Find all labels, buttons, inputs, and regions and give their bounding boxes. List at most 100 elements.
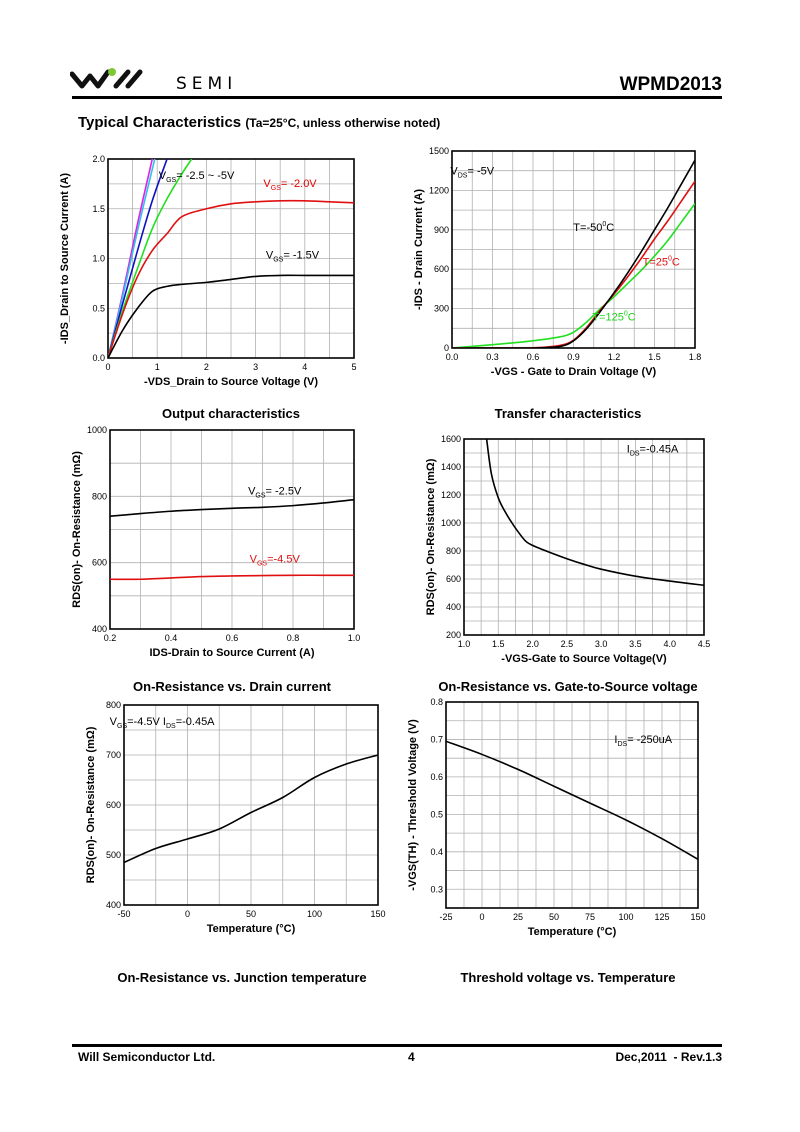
x-tick-label: 2.5 <box>561 639 574 649</box>
y-tick-label: 700 <box>106 750 121 760</box>
annotation-rest: C <box>672 256 680 268</box>
x-tick-label: 150 <box>370 909 385 919</box>
x-tick-label: 1.5 <box>648 352 661 362</box>
caption-output-characteristics: Output characteristics <box>162 406 300 421</box>
annotation-rest: C <box>628 311 636 323</box>
chart-c2: 0.0 0.3 0.6 0.9 1.2 1.5 1.8 0 300 600 900 1200 1500 -… <box>413 146 701 378</box>
annotation-rest: = -1.5V <box>283 250 319 262</box>
x-tick-label: 50 <box>549 912 559 922</box>
series-line <box>452 159 695 348</box>
y-tick-label: 800 <box>106 700 121 710</box>
annotation-rest: =-4.5V I <box>127 716 166 728</box>
y-tick-label: 1600 <box>441 434 461 444</box>
annotation-main: I <box>627 443 630 455</box>
y-tick-label: 0.6 <box>430 772 443 782</box>
chart-c4: 1.0 1.5 2.0 2.5 3.0 3.5 4.0 4.5 200 400 600 800 1000… <box>425 434 710 665</box>
x-tick-label: -50 <box>117 909 130 919</box>
x-tick-label: 75 <box>585 912 595 922</box>
y-tick-label: 1000 <box>441 518 461 528</box>
annotation-sub: GS <box>117 723 127 730</box>
caption-on-resistance-vs-vgs: On-Resistance vs. Gate-to-Source voltage <box>438 679 698 694</box>
annotation-sub: GS <box>166 177 176 184</box>
x-axis-label: -VGS-Gate to Source Voltage(V) <box>501 653 667 665</box>
y-tick-label: 800 <box>92 491 107 501</box>
annotation-sub: DS <box>166 723 176 730</box>
annotation-main: V <box>263 178 271 190</box>
chart-c6: -25 0 25 50 75 100 125 150 0.3 0.4 0.5 0.6 0.7 0.8 Tem… <box>407 697 706 938</box>
annotation-main: V <box>248 486 256 498</box>
annotation-rest: =-4.5V <box>267 554 300 566</box>
series-line <box>110 574 354 581</box>
y-tick-label: 800 <box>446 546 461 556</box>
y-tick-label: 400 <box>92 624 107 634</box>
x-axis-label: Temperature (°C) <box>528 926 617 938</box>
x-tick-label: 5 <box>351 362 356 372</box>
y-tick-label: 0.0 <box>92 353 105 363</box>
y-tick-label: 600 <box>106 800 121 810</box>
x-tick-label: 3 <box>253 362 258 372</box>
annotation-label: VGS=-4.5V <box>250 554 301 568</box>
x-tick-label: 3.0 <box>595 639 608 649</box>
y-tick-label: 400 <box>446 602 461 612</box>
annotation-main: V <box>110 716 118 728</box>
x-tick-label: 0.6 <box>527 352 540 362</box>
series-line <box>108 159 193 358</box>
y-tick-label: 1.5 <box>92 204 105 214</box>
annotation-label: IDS= -250uA <box>614 734 672 748</box>
annotation-rest: = -250uA <box>627 734 673 746</box>
x-tick-label: 0 <box>105 362 110 372</box>
annotation-main: T=-50 <box>573 222 602 234</box>
y-tick-label: 1200 <box>441 490 461 500</box>
x-tick-label: -25 <box>439 912 452 922</box>
x-tick-label: 125 <box>654 912 669 922</box>
y-tick-label: 0.4 <box>430 847 443 857</box>
annotation-label: VGS= -1.5V <box>266 250 320 264</box>
x-tick-label: 25 <box>513 912 523 922</box>
x-tick-label: 100 <box>618 912 633 922</box>
series-line <box>446 740 698 861</box>
y-tick-label: 0.3 <box>430 884 443 894</box>
annotation-label: VGS= -2.5 ~ -5V <box>159 170 235 184</box>
annotation-sub: GS <box>255 493 265 500</box>
x-tick-label: 2 <box>204 362 209 372</box>
annotation-rest: = -2.5V <box>266 486 302 498</box>
annotation-label: T=1250C <box>592 310 635 323</box>
footer-page-number: 4 <box>408 1050 415 1064</box>
annotation-sup: 0 <box>602 221 606 228</box>
y-tick-label: 1400 <box>441 462 461 472</box>
y-tick-label: 1200 <box>429 185 449 195</box>
y-tick-label: 2.0 <box>92 154 105 164</box>
series-line <box>110 498 354 518</box>
caption-threshold-vs-temperature: Threshold voltage vs. Temperature <box>460 970 676 985</box>
footer-company: Will Semiconductor Ltd. <box>78 1050 216 1064</box>
plot-frame <box>107 158 355 359</box>
series-line <box>108 159 168 358</box>
annotation-sub: DS <box>630 450 640 457</box>
y-tick-label: 0.5 <box>430 809 443 819</box>
section-title: Typical Characteristics (Ta=25°C, unless… <box>78 114 440 131</box>
y-tick-label: 500 <box>106 850 121 860</box>
logo-dot-icon <box>108 68 116 76</box>
section-title-text: Typical Characteristics <box>78 114 242 131</box>
annotation-sub: GS <box>257 561 267 568</box>
x-tick-label: 0 <box>479 912 484 922</box>
plot-frame <box>445 701 699 909</box>
x-tick-label: 2.0 <box>526 639 539 649</box>
y-axis-label: -VGS(TH) - Threshold Voltage (V) <box>407 719 419 891</box>
x-tick-label: 0.4 <box>165 633 178 643</box>
x-tick-label: 1.0 <box>348 633 361 643</box>
plot-frame <box>451 150 696 349</box>
y-tick-label: 0.7 <box>430 734 443 744</box>
y-axis-label: -IDS - Drain Current (A) <box>413 189 425 310</box>
x-tick-label: 0.6 <box>226 633 239 643</box>
annotation-main: V <box>266 250 274 262</box>
caption-on-resistance-vs-drain-current: On-Resistance vs. Drain current <box>133 679 331 694</box>
annotation-sub: GS <box>273 257 283 264</box>
annotation-label: VGS= -2.5V <box>248 486 302 500</box>
caption-on-resistance-vs-temperature: On-Resistance vs. Junction temperature <box>117 970 367 985</box>
y-tick-label: 200 <box>446 630 461 640</box>
x-tick-label: 1.0 <box>458 639 471 649</box>
plot-frame <box>123 704 379 906</box>
y-axis-label: RDS(on)- On-Resistance (mΩ) <box>85 726 97 883</box>
